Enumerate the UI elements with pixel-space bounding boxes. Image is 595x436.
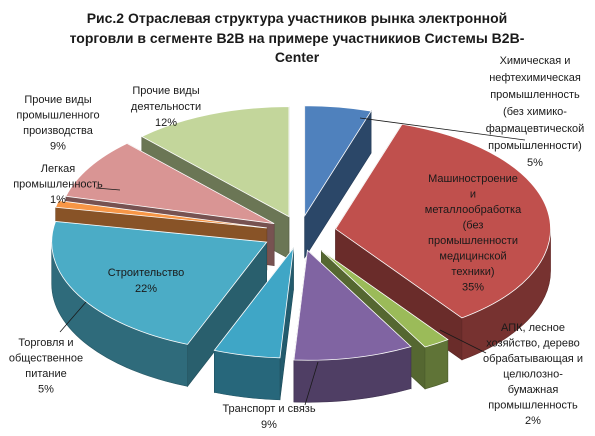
slice-label-line: промышленного: [16, 110, 99, 122]
slice-label-line: бумажная: [508, 384, 559, 396]
chart-title-line: Center: [275, 49, 320, 65]
chart-title-line: Рис.2 Отраслевая структура участников ры…: [87, 10, 508, 26]
slice-label-line: Транспорт и связь: [222, 403, 315, 415]
leader-lines: [59, 117, 526, 406]
slice-label-line: металлообработка: [425, 204, 522, 216]
slice-label-line: общественное: [9, 353, 83, 365]
slice-label-line: обрабатывающая и: [483, 353, 583, 365]
slice-label-line: Строительство: [108, 267, 185, 279]
pie-slice: [51, 221, 268, 345]
slice-label-line: медицинской: [439, 251, 506, 263]
slice-label-line: техники): [451, 266, 494, 278]
leader-line: [59, 301, 87, 333]
slice-label-line: промышленности: [428, 235, 518, 247]
slice-label: Химическая и нефтехимическая промышленност…: [486, 55, 585, 169]
slice-label-line: хозяйство, дерево: [486, 338, 580, 350]
slice-label-line: (без: [463, 220, 484, 232]
slice-label-line: целюлозно-: [503, 369, 563, 381]
slice-label-line: (без химико-: [503, 106, 567, 118]
pie-slice: [55, 200, 267, 229]
slice-label-line: АПК, лесное: [501, 322, 565, 334]
slice-label: Транспорт и связь 9%: [222, 403, 315, 431]
slice-label-line: Прочие виды: [24, 94, 91, 106]
pie-slice: [304, 105, 372, 218]
slices: [51, 105, 551, 403]
slice-value: 2%: [525, 415, 541, 427]
slice-label: АПК, лесное хозяйство, дерево обрабатывающ…: [483, 322, 583, 427]
slice-label-line: промышленности): [488, 140, 582, 152]
slice-label: Прочие виды деятельности 12%: [131, 85, 201, 129]
slice-label-line: промышленность: [13, 179, 103, 191]
leader-line: [95, 187, 121, 191]
pie-slice: [335, 123, 551, 319]
leader-line: [439, 329, 487, 354]
pie-slice: [65, 142, 275, 224]
slice-label-line: фармацевтической: [486, 123, 585, 135]
slice-labels: Химическая и нефтехимическая промышленност…: [9, 55, 584, 431]
slice-label: Машиностроение и металлообработка (без промы…: [425, 173, 522, 294]
leader-line: [304, 361, 319, 406]
slice-label-line: Машиностроение: [428, 173, 518, 185]
slice-value: 1%: [50, 194, 66, 206]
slice-value: 5%: [527, 157, 543, 169]
slice-value: 9%: [50, 141, 66, 153]
slice-label: Легкая промышленность 1%: [13, 163, 103, 206]
slice-label-line: Химическая и: [500, 55, 571, 67]
chart-title-line: торговли в сегменте B2B на примере участ…: [70, 30, 525, 46]
slice-value: 9%: [261, 419, 277, 431]
slice-label-line: производства: [23, 125, 94, 137]
pie-slice: [213, 246, 295, 359]
slice-label-line: промышленность: [488, 400, 578, 412]
slice-label-line: Прочие виды: [132, 85, 199, 97]
pie-slice: [140, 106, 290, 218]
slice-value: 12%: [155, 117, 177, 129]
leader-line: [359, 117, 526, 141]
slice-label: Торговля и общественное питание 5%: [9, 337, 83, 396]
pie-slice: [293, 249, 412, 361]
slice-label: Строительство 22%: [108, 267, 185, 295]
slice-label-line: Легкая: [41, 163, 76, 175]
slice-label-line: питание: [25, 368, 66, 380]
slice-value: 35%: [462, 282, 484, 294]
slice-label-line: нефтехимическая: [489, 72, 581, 84]
chart-title: Рис.2 Отраслевая структура участников ры…: [70, 10, 525, 65]
pie-slice: [321, 250, 449, 348]
slice-value: 5%: [38, 384, 54, 396]
slice-label-line: Торговля и: [18, 337, 73, 349]
slice-value: 22%: [135, 283, 157, 295]
slice-label-line: промышленность: [490, 89, 580, 101]
slice-label-line: деятельности: [131, 101, 201, 113]
slice-label: Прочие виды промышленного производства 9%: [16, 94, 99, 153]
slice-outer-wall: [424, 339, 449, 390]
slice-label-line: и: [470, 189, 476, 201]
